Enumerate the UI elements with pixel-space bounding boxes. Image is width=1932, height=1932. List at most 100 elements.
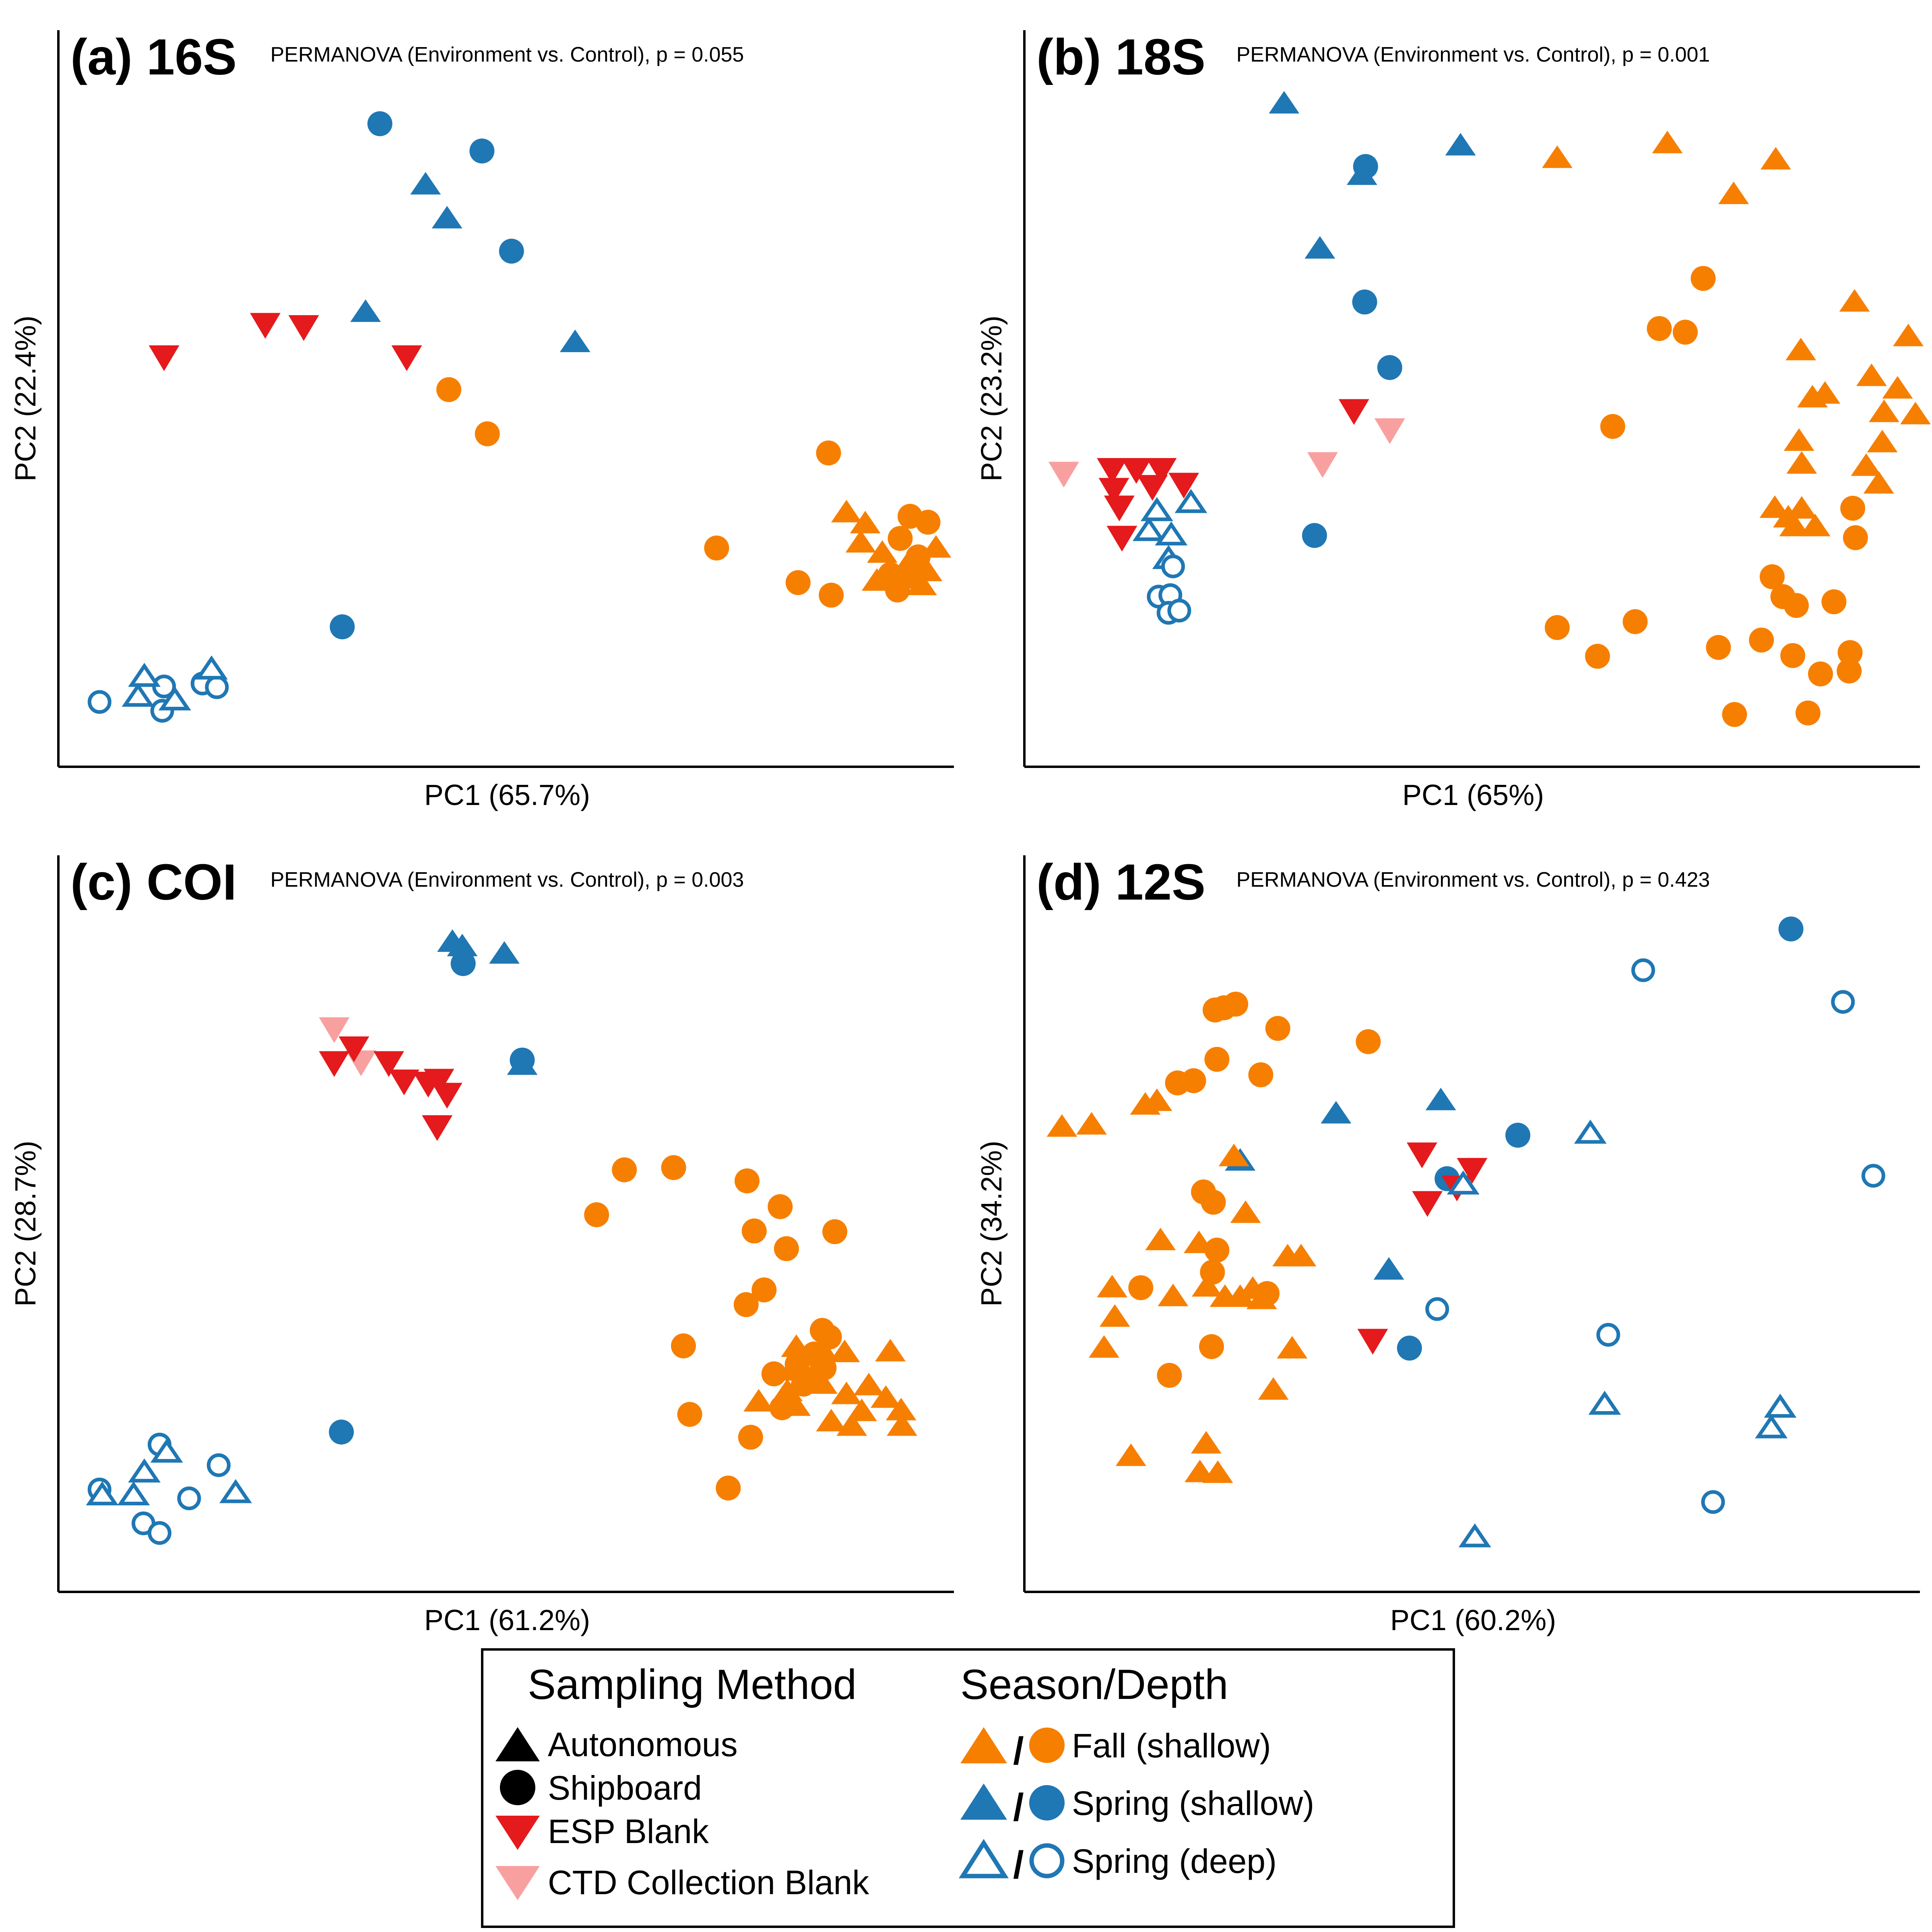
panel-title: (a) 16S: [70, 29, 237, 85]
point-spring-shallow-circle: [1397, 1335, 1422, 1361]
point-esp-blank-down-triangle: [339, 1036, 369, 1062]
marks-18s: [1048, 91, 1931, 727]
point-spring-deep-circle: [87, 690, 111, 714]
point-fall-shallow-triangle: [1869, 399, 1899, 422]
point-fall-shallow-circle: [1128, 1275, 1154, 1300]
point-fall-shallow-triangle: [846, 1398, 877, 1421]
point-esp-blank-down-triangle: [1146, 458, 1177, 484]
point-fall-shallow-circle: [1585, 644, 1610, 669]
point-spring-deep-circle: [1701, 1490, 1725, 1514]
point-spring-shallow-triangle: [1321, 1101, 1352, 1124]
scatter-plot-16s: (a) 16S PERMANOVA (Environment vs. Contr…: [10, 29, 954, 811]
point-fall-shallow-circle: [915, 510, 941, 535]
point-fall-shallow-triangle: [1785, 338, 1816, 361]
point-fall-shallow-triangle: [1225, 1284, 1256, 1307]
permanova-annotation: PERMANOVA (Environment vs. Control), p =…: [1236, 43, 1710, 66]
point-esp-blank-down-triangle: [319, 1051, 350, 1077]
point-fall-shallow-triangle: [1258, 1377, 1289, 1400]
point-fall-shallow-circle: [1181, 1068, 1206, 1093]
point-fall-shallow-circle: [1759, 564, 1785, 589]
y-axis-label: PC2 (34.2%): [976, 1141, 1008, 1307]
panel-16s: (a) 16S PERMANOVA (Environment vs. Contr…: [0, 0, 966, 825]
point-fall-shallow-triangle: [906, 572, 937, 595]
point-spring-deep-triangle: [128, 663, 161, 687]
legend-spring-shallow-label: Spring (shallow): [1072, 1784, 1314, 1822]
down-triangle-icon: [495, 1816, 540, 1850]
point-spring-shallow-triangle: [447, 933, 478, 956]
point-ctd-blank-down-triangle: [319, 1017, 350, 1043]
point-spring-deep-circle: [1161, 554, 1185, 578]
point-spring-shallow-triangle: [1445, 133, 1476, 156]
point-fall-shallow-triangle: [1839, 289, 1870, 312]
point-esp-blank-down-triangle: [250, 313, 281, 339]
point-esp-blank-down-triangle: [1357, 1329, 1388, 1355]
point-fall-shallow-circle: [1201, 1189, 1226, 1215]
point-spring-deep-triangle: [195, 655, 228, 680]
point-fall-shallow-triangle: [1893, 324, 1924, 347]
point-spring-deep-circle: [205, 675, 229, 699]
point-spring-deep-triangle: [1132, 517, 1165, 541]
point-fall-shallow-circle: [584, 1202, 609, 1227]
point-fall-shallow-circle: [1157, 1363, 1182, 1388]
point-fall-shallow-triangle: [1202, 1460, 1233, 1483]
point-fall-shallow-triangle: [1779, 514, 1810, 537]
point-fall-shallow-circle: [768, 1194, 793, 1219]
point-fall-shallow-circle: [1600, 414, 1625, 439]
circle-icon: [1029, 1728, 1065, 1763]
point-esp-blank-down-triangle: [422, 1115, 453, 1141]
legend-season-title: Season/Depth: [960, 1661, 1228, 1708]
scatter-plot-coi: (c) COI PERMANOVA (Environment vs. Contr…: [10, 854, 954, 1637]
point-esp-blank-down-triangle: [1412, 1191, 1443, 1217]
circle-icon: [1029, 1785, 1065, 1821]
point-spring-deep-circle: [206, 1453, 231, 1477]
y-axis-label: PC2 (28.7%): [10, 1141, 42, 1307]
point-spring-shallow-triangle: [1425, 1088, 1456, 1110]
point-fall-shallow-triangle: [1800, 514, 1831, 537]
point-fall-shallow-circle: [1722, 702, 1747, 727]
point-fall-shallow-circle: [1204, 1237, 1230, 1263]
point-fall-shallow-triangle: [1867, 429, 1898, 452]
point-spring-shallow-circle: [450, 951, 476, 976]
point-fall-shallow-triangle: [850, 511, 881, 534]
point-spring-deep-circle: [147, 1521, 171, 1545]
point-fall-shallow-circle: [1783, 593, 1809, 618]
point-fall-shallow-triangle: [867, 540, 898, 563]
point-fall-shallow-triangle: [1882, 376, 1913, 399]
x-axis-label: PC1 (65%): [1402, 779, 1544, 811]
point-esp-blank-down-triangle: [1406, 1142, 1437, 1168]
point-fall-shallow-circle: [1673, 320, 1698, 345]
point-spring-deep-triangle: [1155, 521, 1188, 546]
point-fall-shallow-triangle: [1718, 182, 1749, 204]
point-fall-shallow-circle: [436, 377, 462, 402]
point-spring-shallow-triangle: [507, 1052, 538, 1075]
point-esp-blank-down-triangle: [413, 1071, 444, 1098]
y-axis-label: PC2 (23.2%): [976, 316, 1008, 481]
point-fall-shallow-triangle: [1851, 453, 1882, 476]
point-fall-shallow-triangle: [870, 1385, 901, 1408]
point-fall-shallow-circle: [661, 1155, 686, 1180]
point-spring-shallow-circle: [1302, 523, 1327, 548]
point-ctd-blank-down-triangle: [1048, 462, 1079, 488]
point-fall-shallow-circle: [774, 1236, 799, 1261]
legend-ctd-blank-label: CTD Collection Blank: [548, 1864, 869, 1901]
point-fall-shallow-triangle: [807, 1371, 838, 1394]
point-fall-shallow-circle: [1837, 640, 1863, 665]
point-fall-shallow-triangle: [1099, 1304, 1130, 1327]
point-fall-shallow-circle: [671, 1333, 696, 1358]
point-esp-blank-down-triangle: [1121, 458, 1152, 484]
point-fall-shallow-triangle: [806, 1336, 837, 1359]
circle-icon: [500, 1770, 535, 1805]
point-fall-shallow-triangle: [743, 1389, 774, 1412]
point-fall-shallow-circle: [822, 1219, 848, 1245]
circle-outline-icon: [1029, 1843, 1065, 1878]
point-spring-shallow-triangle: [1269, 91, 1300, 114]
point-spring-shallow-circle: [1778, 916, 1804, 941]
point-esp-blank-down-triangle: [431, 1083, 462, 1109]
panel-title: (d) 12S: [1036, 854, 1205, 910]
point-spring-shallow-circle: [329, 1419, 354, 1445]
point-fall-shallow-triangle: [1097, 1275, 1128, 1298]
point-fall-shallow-circle: [1544, 615, 1570, 640]
legend-spring-deep-label: Spring (deep): [1072, 1842, 1277, 1880]
legend-autonomous-label: Autonomous: [548, 1726, 738, 1763]
point-spring-deep-triangle: [1755, 1414, 1788, 1439]
